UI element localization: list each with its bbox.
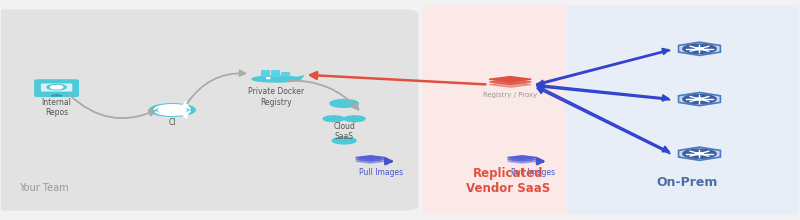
Polygon shape (678, 42, 721, 55)
Polygon shape (507, 158, 537, 161)
Circle shape (158, 106, 186, 114)
Text: On-Prem: On-Prem (656, 176, 718, 189)
Circle shape (50, 86, 62, 89)
FancyBboxPatch shape (261, 75, 270, 77)
Polygon shape (489, 77, 531, 82)
Circle shape (344, 116, 365, 122)
Text: Internal
Repos: Internal Repos (42, 98, 71, 117)
Circle shape (695, 98, 703, 100)
Polygon shape (678, 147, 721, 160)
FancyBboxPatch shape (271, 70, 280, 72)
Circle shape (695, 153, 703, 155)
FancyBboxPatch shape (261, 72, 270, 75)
Polygon shape (489, 79, 531, 84)
Circle shape (682, 149, 716, 158)
Text: CI: CI (169, 118, 176, 127)
Circle shape (695, 48, 703, 50)
FancyBboxPatch shape (422, 5, 594, 215)
Polygon shape (356, 156, 386, 160)
Text: Private Docker
Registry: Private Docker Registry (248, 87, 304, 107)
Polygon shape (489, 82, 531, 87)
FancyBboxPatch shape (281, 75, 290, 77)
Polygon shape (507, 160, 537, 163)
Text: Your Team: Your Team (19, 183, 69, 193)
FancyBboxPatch shape (0, 9, 418, 211)
FancyBboxPatch shape (261, 70, 270, 72)
Ellipse shape (252, 76, 300, 82)
FancyBboxPatch shape (281, 72, 290, 75)
FancyBboxPatch shape (271, 75, 280, 77)
FancyBboxPatch shape (271, 72, 280, 75)
FancyBboxPatch shape (41, 84, 72, 92)
Polygon shape (507, 156, 537, 160)
Circle shape (682, 44, 716, 53)
Circle shape (47, 84, 66, 90)
Polygon shape (678, 92, 721, 106)
Circle shape (332, 137, 356, 144)
Circle shape (150, 104, 195, 116)
Text: Pull Images: Pull Images (511, 168, 555, 177)
FancyBboxPatch shape (34, 79, 79, 97)
Text: Cloud
SaaS: Cloud SaaS (333, 122, 355, 141)
Polygon shape (356, 160, 386, 163)
Text: Registry / Proxy: Registry / Proxy (483, 92, 538, 98)
Circle shape (330, 100, 358, 107)
Polygon shape (296, 76, 303, 79)
Text: Replicated
Vendor SaaS: Replicated Vendor SaaS (466, 167, 550, 195)
Circle shape (266, 78, 270, 79)
FancyBboxPatch shape (566, 5, 800, 215)
Polygon shape (356, 158, 386, 161)
Circle shape (323, 116, 344, 122)
Circle shape (682, 95, 716, 104)
Polygon shape (51, 94, 62, 96)
Text: Pull Images: Pull Images (359, 168, 403, 177)
